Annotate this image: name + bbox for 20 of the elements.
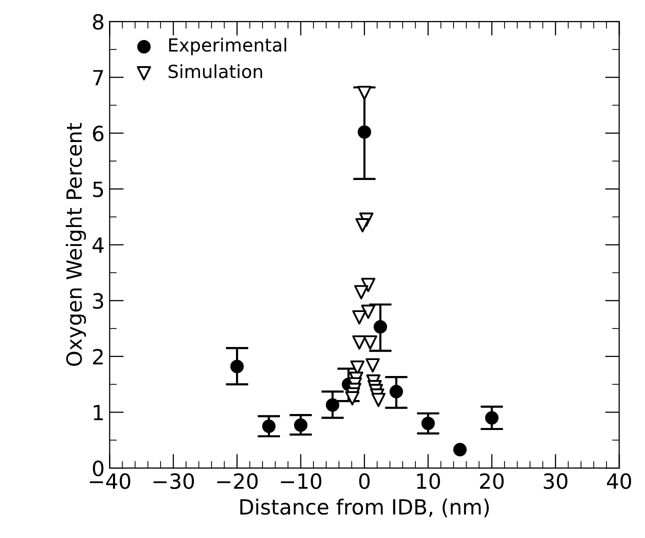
x-tick-label: 0: [359, 473, 370, 490]
legend-label: Experimental: [169, 38, 286, 56]
y-tick-label: 1: [94, 404, 103, 420]
x-tick-label: 20: [480, 473, 504, 490]
y-tick-label: 6: [92, 126, 104, 142]
x-tick-label: 10: [417, 473, 440, 490]
x-tick-label: −20: [217, 473, 258, 490]
x-tick-label: −10: [280, 473, 322, 490]
y-tick-label: 5: [93, 182, 103, 198]
x-tick-label: 40: [606, 473, 632, 490]
x-tick-label: 30: [544, 473, 568, 490]
y-tick-label: 3: [93, 293, 104, 309]
y-axis-title: Oxygen Weight Percent: [66, 123, 86, 366]
x-tick-label: −30: [154, 473, 194, 490]
y-tick-label: 4: [92, 238, 104, 253]
y-tick-label: 7: [93, 70, 104, 86]
legend-label: Simulation: [168, 64, 262, 78]
x-axis-title: Distance from IDB, (nm): [240, 498, 489, 518]
y-tick-label: 8: [92, 14, 104, 30]
y-tick-label: 2: [93, 348, 103, 364]
